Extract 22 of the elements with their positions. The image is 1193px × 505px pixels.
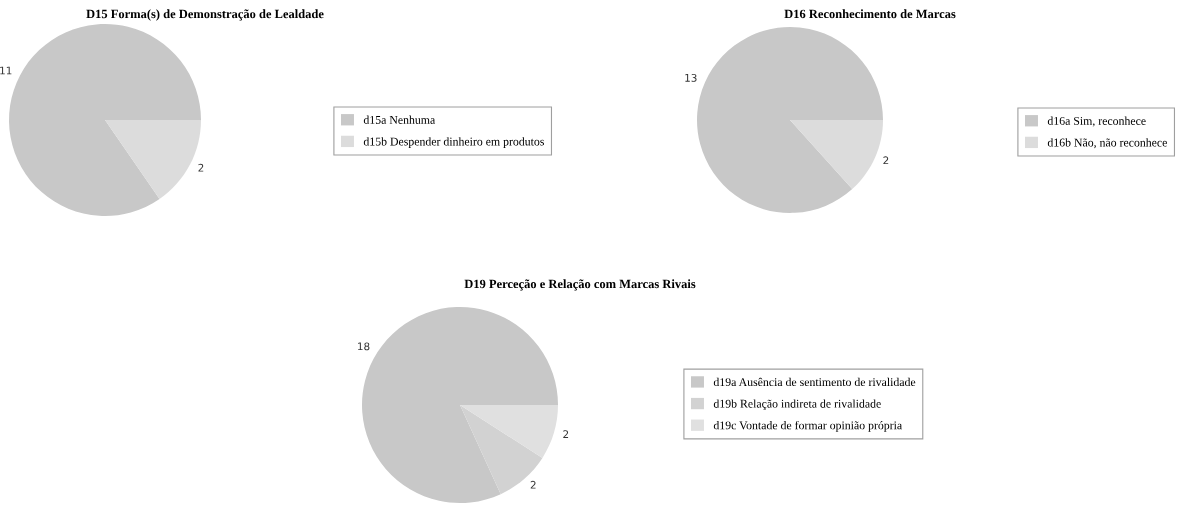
legend-label: d19c Vontade de formar opinião própria	[713, 420, 902, 432]
legend-label: d16b Não, não reconhece	[1047, 138, 1167, 149]
data-label: 2	[883, 156, 889, 165]
pie-slice	[697, 27, 883, 213]
legend-label: d16a Sim, reconhece	[1047, 116, 1146, 127]
data-label: 18	[358, 342, 370, 351]
pie-slice	[460, 405, 558, 458]
pie-slice	[790, 120, 883, 190]
data-label: 2	[198, 163, 204, 172]
chart-title: D15 Forma(s) de Demonstração de Lealdade	[86, 9, 324, 21]
chart-title: D16 Reconhecimento de Marcas	[784, 9, 956, 19]
data-label: 2	[530, 480, 536, 489]
chart-title: D19 Perceção e Relação com Marcas Rivais	[464, 279, 696, 291]
pie-slice	[105, 120, 201, 200]
data-label: 11	[0, 66, 12, 75]
legend-label: d15a Nenhuma	[363, 115, 436, 124]
data-label: 2	[563, 430, 569, 438]
legend-label: d15b Despender dinheiro em produtos	[363, 137, 544, 148]
legend-label: d19b Relação indireta de rivalidade	[713, 399, 881, 411]
pie-slice	[460, 405, 543, 495]
legend-label: d19a Ausência de sentimento de rivalidade	[713, 377, 916, 387]
data-label: 13	[685, 73, 697, 82]
